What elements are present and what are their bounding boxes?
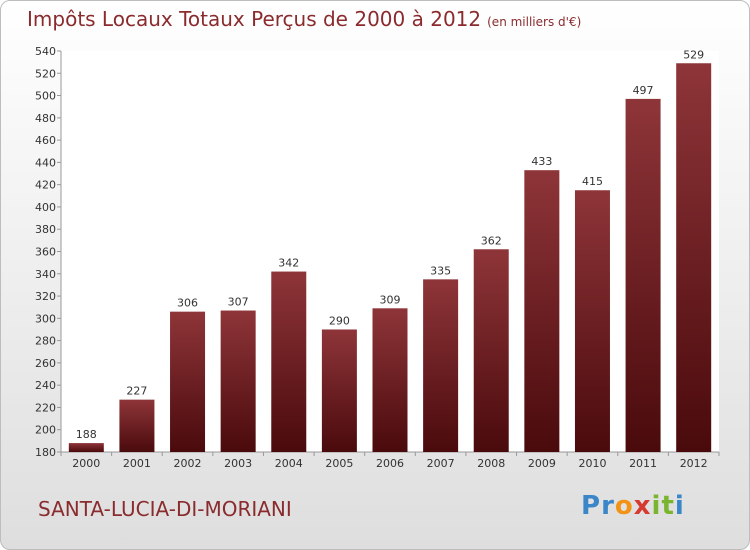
data-label: 188 [76, 428, 97, 441]
bar [524, 170, 560, 453]
bar [68, 443, 104, 452]
logo-letter: i [674, 491, 685, 521]
bar [271, 271, 307, 452]
data-label: 306 [177, 297, 198, 310]
bar [625, 98, 661, 453]
bar [676, 63, 712, 452]
y-tick-label: 340 [35, 268, 56, 281]
logo-letter: o [614, 491, 634, 521]
y-tick-label: 380 [35, 223, 56, 236]
bar [220, 310, 256, 452]
proxiti-logo: Proxiti [581, 491, 685, 521]
data-label: 497 [633, 84, 654, 97]
data-label: 415 [582, 175, 603, 188]
logo-letter: t [661, 491, 675, 521]
bar [372, 308, 408, 452]
y-tick-label: 300 [35, 312, 56, 325]
y-tick-label: 460 [35, 134, 56, 147]
x-tick-label: 2002 [174, 457, 202, 470]
x-tick-label: 2009 [528, 457, 556, 470]
y-tick-label: 400 [35, 201, 56, 214]
y-tick-label: 420 [35, 179, 56, 192]
y-tick-label: 440 [35, 156, 56, 169]
x-tick-label: 2007 [427, 457, 455, 470]
logo-letter: r [601, 491, 615, 521]
data-label: 342 [278, 257, 299, 270]
y-tick-label: 520 [35, 67, 56, 80]
x-tick-label: 2011 [629, 457, 657, 470]
y-tick-label: 180 [35, 446, 56, 459]
bar [574, 190, 610, 452]
bar [321, 329, 357, 452]
x-tick-label: 2008 [477, 457, 505, 470]
y-tick-label: 200 [35, 424, 56, 437]
y-tick-label: 540 [35, 45, 56, 58]
data-label: 362 [481, 234, 502, 247]
x-tick-label: 2003 [224, 457, 252, 470]
x-tick-label: 2001 [123, 457, 151, 470]
chart-title: Impôts Locaux Totaux Perçus de 2000 à 20… [27, 7, 581, 31]
y-tick-label: 500 [35, 90, 56, 103]
data-label: 227 [126, 385, 147, 398]
data-label: 290 [329, 314, 350, 327]
logo-letter: P [581, 491, 602, 521]
y-tick-label: 220 [35, 401, 56, 414]
logo-letter: x [633, 491, 652, 521]
y-tick-label: 360 [35, 246, 56, 259]
logo-letter: i [651, 491, 662, 521]
y-tick-label: 280 [35, 335, 56, 348]
data-label: 309 [380, 293, 401, 306]
y-tick-label: 480 [35, 112, 56, 125]
bar [473, 249, 509, 452]
y-tick-label: 240 [35, 379, 56, 392]
x-tick-label: 2004 [275, 457, 303, 470]
data-label: 433 [531, 155, 552, 168]
title-text: Impôts Locaux Totaux Perçus de 2000 à 20… [27, 7, 482, 31]
town-name: SANTA-LUCIA-DI-MORIANI [38, 497, 292, 521]
y-tick-label: 260 [35, 357, 56, 370]
y-tick-label: 320 [35, 290, 56, 303]
bar [119, 399, 155, 452]
data-label: 307 [228, 296, 249, 309]
bar [423, 279, 459, 452]
x-tick-label: 2012 [680, 457, 708, 470]
x-tick-label: 2000 [72, 457, 100, 470]
data-label: 335 [430, 264, 451, 277]
x-tick-label: 2006 [376, 457, 404, 470]
x-tick-label: 2005 [325, 457, 353, 470]
bar [170, 311, 206, 452]
x-tick-label: 2010 [578, 457, 606, 470]
chart-subtitle: (en milliers d'€) [487, 15, 582, 29]
data-label: 529 [683, 48, 704, 61]
